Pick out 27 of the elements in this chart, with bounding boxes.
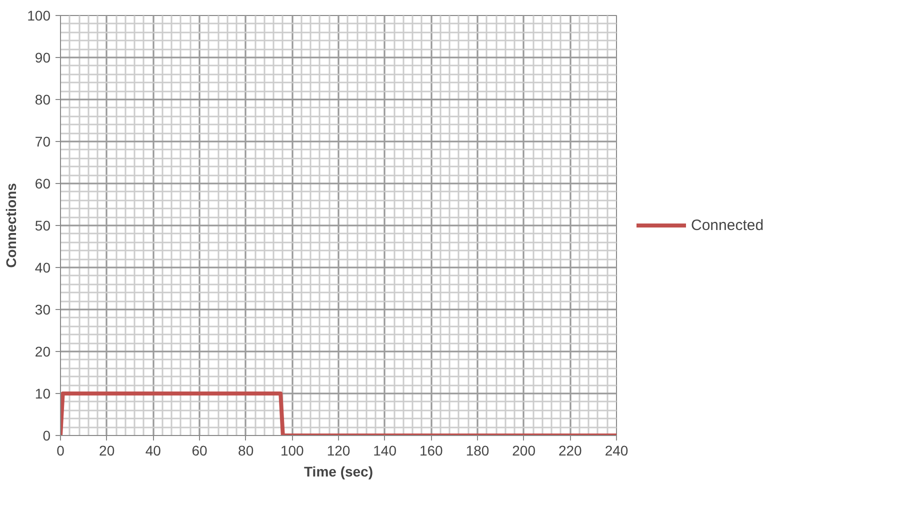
x-tick-label: 80 bbox=[238, 442, 254, 458]
x-tick-label: 240 bbox=[604, 442, 628, 458]
y-tick-label: 80 bbox=[34, 92, 51, 108]
legend-label: Connected bbox=[691, 216, 764, 234]
x-tick-label: 160 bbox=[419, 442, 444, 458]
y-tick-label: 50 bbox=[34, 218, 51, 234]
y-tick-label: 20 bbox=[34, 344, 51, 360]
x-tick-label: 20 bbox=[99, 442, 115, 458]
x-tick-label: 60 bbox=[192, 442, 208, 458]
y-tick-label: 40 bbox=[34, 260, 51, 276]
y-tick-label: 0 bbox=[42, 428, 51, 444]
y-tick-label: 60 bbox=[34, 176, 51, 192]
x-tick-label: 120 bbox=[326, 442, 350, 458]
x-tick-label: 0 bbox=[56, 442, 65, 458]
y-tick-label: 100 bbox=[27, 8, 51, 24]
y-tick-label: 90 bbox=[34, 50, 51, 66]
y-axis-title: Connections bbox=[3, 182, 20, 268]
x-tick-label: 200 bbox=[512, 442, 536, 458]
y-tick-label: 30 bbox=[34, 302, 51, 318]
y-tick-label: 70 bbox=[34, 134, 51, 150]
x-tick-label: 100 bbox=[280, 442, 304, 458]
x-axis-title: Time (sec) bbox=[304, 464, 373, 480]
x-tick-label: 40 bbox=[145, 442, 162, 458]
x-tick-label: 140 bbox=[373, 442, 397, 458]
x-tick-label: 180 bbox=[466, 442, 490, 458]
y-tick-label: 10 bbox=[34, 386, 51, 402]
x-tick-label: 220 bbox=[558, 442, 582, 458]
